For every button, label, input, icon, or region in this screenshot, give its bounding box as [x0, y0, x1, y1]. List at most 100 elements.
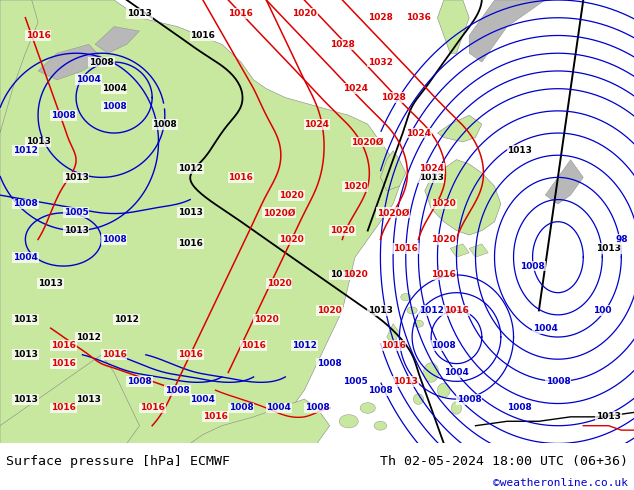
Text: 1013: 1013 — [330, 270, 355, 279]
Polygon shape — [95, 26, 139, 53]
Text: Th 02-05-2024 18:00 UTC (06+36): Th 02-05-2024 18:00 UTC (06+36) — [380, 455, 628, 467]
Text: 1024: 1024 — [418, 164, 444, 173]
Text: 1020Ø: 1020Ø — [262, 208, 295, 218]
Text: 1008: 1008 — [456, 394, 482, 404]
Text: 1020: 1020 — [279, 235, 304, 244]
Polygon shape — [437, 0, 469, 53]
Text: 1016: 1016 — [431, 270, 456, 279]
Text: 1004: 1004 — [101, 84, 127, 93]
Text: 1013: 1013 — [596, 244, 621, 253]
Polygon shape — [437, 115, 482, 142]
Text: 1020: 1020 — [431, 199, 456, 208]
Text: 1016: 1016 — [203, 413, 228, 421]
Text: 1008: 1008 — [368, 386, 393, 395]
Text: 98: 98 — [615, 235, 628, 244]
Polygon shape — [190, 399, 330, 443]
Polygon shape — [545, 160, 583, 204]
Text: 1013: 1013 — [13, 315, 38, 324]
Text: 1016: 1016 — [190, 31, 216, 40]
Text: 1016: 1016 — [139, 403, 165, 413]
Polygon shape — [0, 355, 139, 443]
Text: 1020: 1020 — [279, 191, 304, 199]
Text: 1013: 1013 — [13, 394, 38, 404]
Text: 1013: 1013 — [25, 137, 51, 147]
Text: 1024: 1024 — [406, 128, 431, 138]
Text: 1013: 1013 — [127, 9, 152, 18]
Text: 1008: 1008 — [507, 403, 533, 413]
Circle shape — [401, 294, 411, 301]
Text: 1013: 1013 — [38, 279, 63, 288]
Text: 1004: 1004 — [13, 253, 38, 262]
Polygon shape — [451, 402, 462, 414]
Text: 1008: 1008 — [228, 403, 254, 413]
Text: 1020Ø: 1020Ø — [377, 208, 410, 218]
Text: 1005: 1005 — [63, 208, 89, 218]
Text: 1020: 1020 — [342, 270, 368, 279]
Text: 1013: 1013 — [596, 413, 621, 421]
Text: 1016: 1016 — [178, 240, 203, 248]
Text: 100: 100 — [593, 306, 612, 315]
Circle shape — [407, 307, 417, 314]
Text: Surface pressure [hPa] ECMWF: Surface pressure [hPa] ECMWF — [6, 455, 230, 467]
Text: 1004: 1004 — [190, 394, 216, 404]
Text: 1004: 1004 — [76, 75, 101, 84]
Polygon shape — [469, 244, 488, 257]
Text: 1016: 1016 — [241, 342, 266, 350]
Text: 1013: 1013 — [63, 173, 89, 182]
Text: 1028: 1028 — [330, 40, 355, 49]
Text: 1032: 1032 — [368, 58, 393, 67]
Text: 1016: 1016 — [51, 403, 76, 413]
Text: 1016: 1016 — [228, 9, 254, 18]
Polygon shape — [380, 151, 406, 191]
Text: 1016: 1016 — [393, 244, 418, 253]
Text: 1016: 1016 — [178, 350, 203, 359]
Text: 1013: 1013 — [418, 173, 444, 182]
Text: 1013: 1013 — [507, 147, 533, 155]
Text: 1012: 1012 — [178, 164, 203, 173]
Text: 1020: 1020 — [342, 182, 368, 191]
Text: 1036: 1036 — [406, 13, 431, 22]
Circle shape — [374, 421, 387, 430]
Text: 1012: 1012 — [76, 333, 101, 342]
Text: 1013: 1013 — [13, 350, 38, 359]
Polygon shape — [0, 0, 38, 133]
Text: 1013: 1013 — [178, 208, 203, 218]
Text: 1016: 1016 — [25, 31, 51, 40]
Text: 1012: 1012 — [114, 315, 139, 324]
Polygon shape — [0, 0, 399, 443]
Text: 1008: 1008 — [520, 262, 545, 270]
Text: 1008: 1008 — [317, 359, 342, 368]
Text: 1020: 1020 — [431, 235, 456, 244]
Text: 1008: 1008 — [304, 403, 330, 413]
Text: 1024: 1024 — [304, 120, 330, 129]
Text: 1008: 1008 — [89, 58, 114, 67]
Circle shape — [360, 403, 375, 413]
Text: 1012: 1012 — [418, 306, 444, 315]
Polygon shape — [38, 44, 101, 80]
Text: 1008: 1008 — [165, 386, 190, 395]
Text: 1016: 1016 — [444, 306, 469, 315]
Text: 1016: 1016 — [101, 350, 127, 359]
Text: 1016: 1016 — [51, 342, 76, 350]
Text: 1008: 1008 — [152, 120, 178, 129]
Text: 1012: 1012 — [13, 147, 38, 155]
Text: 1008: 1008 — [545, 377, 571, 386]
Text: 1016: 1016 — [51, 359, 76, 368]
Polygon shape — [413, 394, 424, 404]
Text: 1020: 1020 — [317, 306, 342, 315]
Text: 1008: 1008 — [51, 111, 76, 120]
Text: 1028: 1028 — [380, 93, 406, 102]
Text: 1004: 1004 — [266, 403, 292, 413]
Text: 1012: 1012 — [292, 342, 317, 350]
Text: 1020Ø: 1020Ø — [351, 137, 384, 147]
Text: 1016: 1016 — [228, 173, 254, 182]
Text: 1004: 1004 — [444, 368, 469, 377]
Polygon shape — [469, 0, 545, 62]
Text: ©weatheronline.co.uk: ©weatheronline.co.uk — [493, 478, 628, 489]
Text: 1013: 1013 — [368, 306, 393, 315]
Text: 1016: 1016 — [380, 342, 406, 350]
Text: 1008: 1008 — [101, 235, 127, 244]
Circle shape — [339, 415, 358, 428]
Polygon shape — [437, 383, 450, 397]
Text: 1013: 1013 — [76, 394, 101, 404]
